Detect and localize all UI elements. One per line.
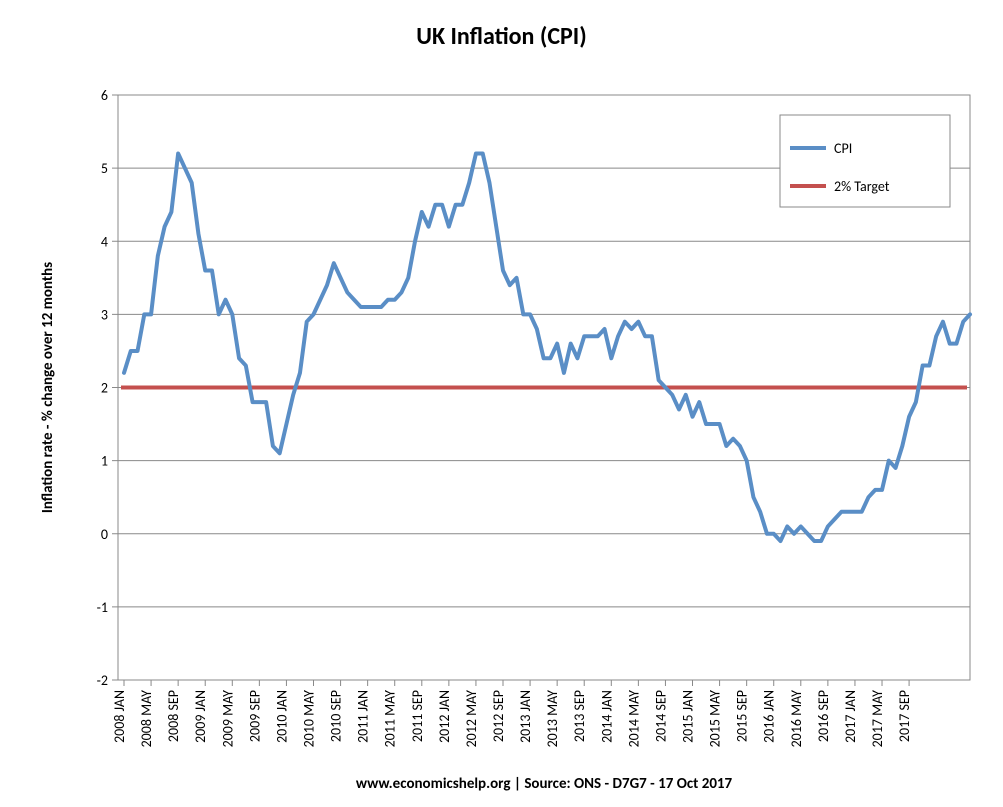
chart-svg: UK Inflation (CPI) -2 -1 0 1 2 3 4 5 6 2008 JAN 2…	[0, 0, 1003, 807]
y-tick-label: -1	[97, 599, 108, 616]
x-tick-label: 2016 JAN	[761, 690, 778, 743]
x-tick-label: 2009 MAY	[219, 690, 236, 748]
x-tick-label: 2013 JAN	[517, 690, 534, 743]
x-tick-label: 2009 JAN	[192, 690, 209, 743]
x-tick-label: 2009 SEP	[246, 690, 263, 742]
x-tick-label: 2008 JAN	[111, 690, 128, 743]
x-tick-label: 2010 SEP	[328, 690, 345, 742]
x-tick-label: 2012 MAY	[463, 690, 480, 748]
x-tick-label: 2011 MAY	[382, 690, 399, 748]
x-tick-label: 2008 SEP	[165, 690, 182, 742]
x-tick-label: 2015 JAN	[680, 690, 697, 743]
chart-container: UK Inflation (CPI) -2 -1 0 1 2 3 4 5 6 2008 JAN 2…	[0, 0, 1003, 807]
x-tick-label: 2017 JAN	[842, 690, 859, 743]
x-tick-label: 2011 SEP	[409, 690, 426, 742]
y-axis-label: Inflation rate - % change over 12 months	[39, 262, 57, 513]
y-tick-label: 2	[101, 380, 108, 397]
x-tick-label: 2013 SEP	[571, 690, 588, 742]
x-tick-label: 2012 SEP	[490, 690, 507, 742]
y-tick-label: 0	[101, 526, 108, 543]
y-tick-label: 5	[101, 160, 108, 177]
x-tick-label: 2017 SEP	[896, 690, 913, 742]
y-tick-label: -2	[97, 672, 108, 689]
x-tick-label: 2011 JAN	[355, 690, 372, 743]
x-tick-label: 2010 JAN	[273, 690, 290, 743]
x-tick-label: 2016 MAY	[788, 690, 805, 748]
chart-caption: www.economicshelp.org | Source: ONS - D7…	[356, 775, 733, 793]
chart-title: UK Inflation (CPI)	[416, 22, 586, 51]
x-tick-label: 2012 JAN	[436, 690, 453, 743]
x-tick-label: 2013 MAY	[544, 690, 561, 748]
legend-label: CPI	[834, 140, 852, 157]
y-tick-label: 1	[101, 453, 108, 470]
x-tick-label: 2014 SEP	[652, 690, 669, 742]
x-tick-label: 2016 SEP	[815, 690, 832, 742]
y-tick-label: 4	[101, 233, 108, 250]
x-tick-label: 2010 MAY	[301, 690, 318, 748]
cpi-line-series	[124, 154, 970, 542]
x-tick-label: 2014 JAN	[598, 690, 615, 743]
x-tick-label: 2015 SEP	[734, 690, 751, 742]
x-tick-label: 2014 MAY	[625, 690, 642, 748]
x-tick-label: 2008 MAY	[138, 690, 155, 748]
y-tick-label: 3	[101, 306, 108, 323]
x-tick-label: 2015 MAY	[707, 690, 724, 748]
y-tick-label: 6	[101, 87, 108, 104]
legend: CPI 2% Target	[780, 115, 950, 207]
x-tick-label: 2017 MAY	[869, 690, 886, 748]
legend-label: 2% Target	[834, 178, 890, 195]
